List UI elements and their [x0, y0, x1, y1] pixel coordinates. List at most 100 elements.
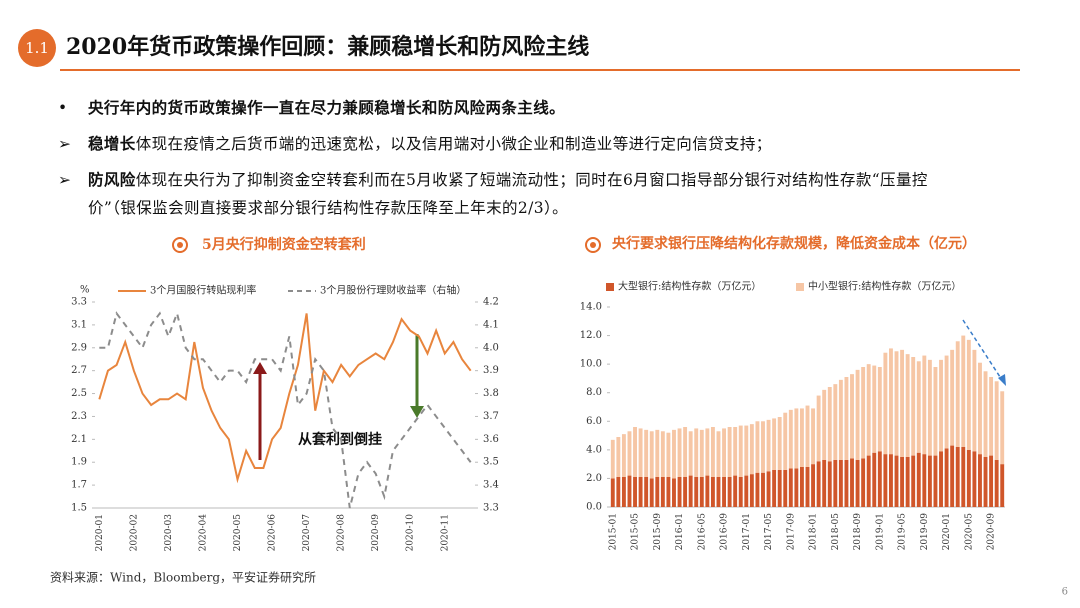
bar — [699, 477, 704, 507]
x-tick-label: 2020-05 — [964, 513, 974, 551]
bar — [627, 475, 632, 507]
bar — [889, 454, 893, 507]
bar — [705, 475, 710, 507]
arrow-head — [410, 406, 424, 418]
page-number: 6 — [1062, 587, 1068, 598]
bullet-marker: • — [58, 99, 68, 117]
bar — [677, 428, 682, 477]
bar — [666, 477, 671, 507]
bar — [761, 472, 765, 507]
x-tick-label: 2020-06 — [268, 514, 278, 552]
bar — [644, 477, 649, 507]
bar — [616, 437, 621, 477]
bar — [744, 425, 749, 476]
slide-title: 2020年货币政策操作回顾：兼顾稳增长和防风险主线 — [66, 34, 589, 60]
bar — [788, 468, 793, 507]
y2-tick-label: 3.7 — [483, 411, 499, 422]
y-tick-label: 12.0 — [580, 330, 602, 341]
bar — [989, 377, 994, 456]
bar — [733, 427, 738, 476]
bar — [783, 469, 788, 507]
x-tick-label: 2019-09 — [920, 513, 930, 551]
bar — [744, 475, 749, 507]
x-tick-label: 2016-05 — [697, 513, 707, 551]
bar — [766, 471, 771, 507]
bar — [783, 412, 788, 470]
bullet-text: 体现在疫情之后货币端的迅速宽松，以及信用端对小微企业和制造业等进行定向信贷支持； — [135, 135, 772, 153]
bar — [655, 429, 660, 477]
y-tick-label: 3.1 — [71, 319, 87, 330]
x-tick-label: 2020-01 — [95, 514, 105, 551]
bar — [894, 351, 899, 456]
bullet-key: 稳增长 — [88, 134, 136, 153]
bar — [983, 457, 988, 507]
bar — [883, 352, 888, 455]
bullet-marker: ➢ — [58, 135, 72, 153]
bar — [950, 349, 955, 446]
bar — [1000, 464, 1005, 507]
data-line — [99, 310, 472, 509]
bullet-marker: ➢ — [58, 171, 72, 189]
bar — [811, 408, 816, 465]
y-unit: % — [80, 285, 90, 296]
y-tick-label: 2.3 — [71, 411, 87, 422]
bar — [610, 439, 615, 479]
x-tick-label: 2020-04 — [198, 514, 208, 552]
bar — [694, 477, 699, 507]
bar — [688, 431, 693, 476]
bar — [850, 374, 854, 459]
bar — [827, 387, 832, 462]
x-tick-label: 2015-05 — [631, 513, 641, 551]
bar — [950, 445, 955, 507]
bar — [794, 468, 799, 507]
y-tick-label: 10.0 — [580, 359, 602, 370]
bar — [705, 428, 710, 476]
x-tick-label: 2018-01 — [809, 513, 819, 550]
bar — [811, 464, 816, 507]
legend-label: 3个月国股行转贴现利率 — [150, 284, 256, 297]
bar — [850, 458, 854, 507]
bar — [944, 448, 949, 507]
arrow-head — [253, 362, 267, 374]
arrows — [253, 319, 1006, 460]
bar — [933, 367, 938, 456]
bar — [827, 461, 832, 507]
x-tick-label: 2018-05 — [831, 513, 841, 551]
legend-label: 中小型银行:结构性存款（万亿元） — [808, 280, 961, 293]
y2-tick-label: 4.0 — [483, 342, 499, 353]
bar — [911, 455, 916, 507]
y2-tick-label: 3.4 — [483, 480, 499, 491]
x-tick-label: 2020-10 — [406, 514, 416, 552]
title-icon — [172, 237, 188, 253]
bar — [749, 474, 754, 507]
bar — [649, 478, 654, 507]
bar — [799, 408, 804, 467]
title-icon — [590, 242, 596, 248]
bar — [833, 459, 838, 507]
bar — [716, 431, 721, 477]
bar — [978, 454, 982, 507]
bar — [816, 395, 821, 462]
section-badge — [18, 29, 56, 67]
x-tick-label: 2016-01 — [675, 513, 685, 550]
x-tick-label: 2020-07 — [302, 514, 312, 552]
bullet-body: 稳增长体现在疫情之后货币端的迅速宽松，以及信用端对小微企业和制造业等进行定向信贷… — [88, 130, 988, 158]
bar — [939, 451, 943, 507]
y-tick-label: 3.3 — [71, 297, 87, 308]
x-tick-label: 2019-05 — [898, 513, 908, 551]
data-line — [98, 313, 472, 484]
bar — [844, 377, 849, 460]
bar — [710, 477, 715, 507]
bar — [683, 477, 688, 507]
bar — [805, 467, 810, 507]
y2-tick-label: 3.8 — [483, 388, 499, 399]
x-tick-label: 2020-09 — [987, 513, 997, 551]
y-tick-label: 2.0 — [586, 473, 602, 484]
bar — [933, 455, 938, 507]
bar — [638, 477, 643, 507]
y2-tick-label: 4.2 — [483, 297, 499, 308]
bar — [877, 451, 882, 507]
bar — [894, 455, 899, 507]
